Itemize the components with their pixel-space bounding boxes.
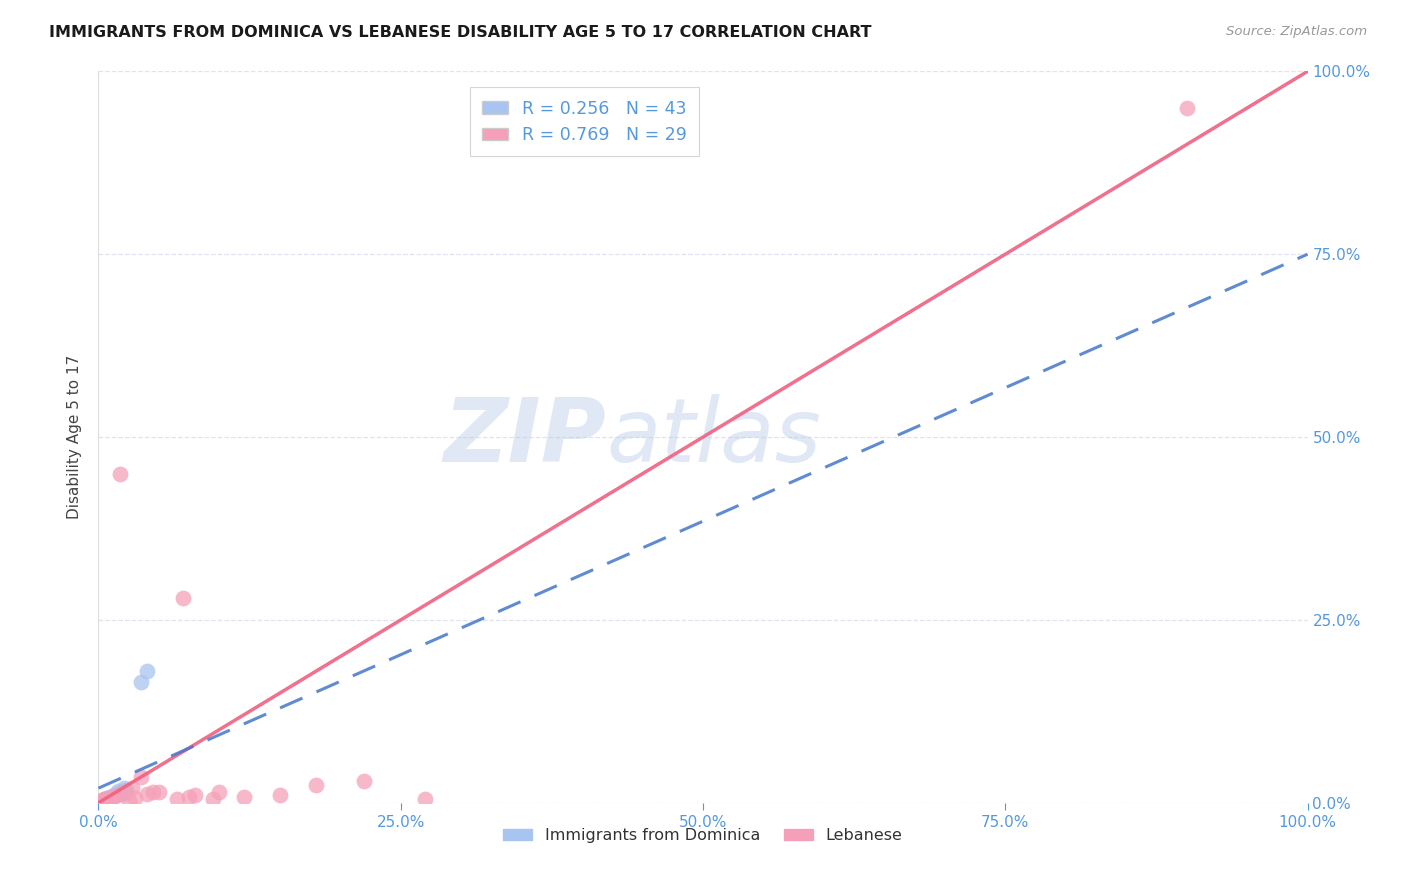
Point [94, 792, 117, 806]
Point [135, 664, 157, 678]
Point [108, 786, 131, 800]
Point [97, 791, 120, 805]
Point [96, 792, 118, 806]
Point [89, 795, 111, 809]
Text: IMMIGRANTS FROM DOMINICA VS LEBANESE DISABILITY AGE 5 TO 17 CORRELATION CHART: IMMIGRANTS FROM DOMINICA VS LEBANESE DIS… [49, 25, 872, 40]
Point [184, 789, 207, 803]
Point [111, 787, 134, 801]
Point [96, 791, 118, 805]
Point [166, 792, 188, 806]
Point [135, 787, 157, 801]
Point [90, 794, 112, 808]
Point [97, 791, 120, 805]
Point [101, 789, 124, 804]
Text: atlas: atlas [606, 394, 821, 480]
Point [105, 789, 128, 803]
Point [90, 794, 112, 808]
Point [91, 794, 114, 808]
Point [91, 794, 114, 808]
Point [93, 792, 115, 806]
Point [111, 785, 134, 799]
Point [98, 790, 121, 805]
Point [105, 789, 128, 803]
Point [97, 791, 120, 805]
Point [1175, 101, 1198, 115]
Point [107, 784, 129, 798]
Text: ZIP: ZIP [443, 393, 606, 481]
Point [91, 794, 114, 808]
Point [115, 782, 138, 797]
Point [121, 781, 143, 796]
Point [89, 795, 111, 809]
Point [94, 792, 117, 806]
Point [353, 773, 375, 788]
Point [98, 790, 121, 805]
Text: Source: ZipAtlas.com: Source: ZipAtlas.com [1226, 25, 1367, 38]
Point [114, 783, 136, 797]
Point [97, 792, 120, 806]
Point [101, 789, 124, 804]
Point [112, 781, 135, 796]
Point [93, 793, 115, 807]
Point [94, 792, 117, 806]
Point [90, 794, 112, 808]
Point [108, 786, 131, 800]
Point [100, 790, 122, 805]
Point [90, 794, 112, 808]
Point [94, 793, 117, 807]
Point [91, 794, 114, 808]
Point [129, 675, 152, 690]
Point [148, 785, 170, 799]
Y-axis label: Disability Age 5 to 17: Disability Age 5 to 17 [67, 355, 83, 519]
Point [104, 788, 127, 802]
Point [100, 789, 122, 804]
Point [172, 591, 194, 605]
Point [305, 778, 328, 792]
Point [179, 789, 201, 804]
Point [108, 467, 131, 481]
Point [91, 794, 114, 808]
Point [93, 792, 115, 806]
Point [269, 789, 291, 803]
Point [118, 794, 141, 808]
Point [111, 785, 134, 799]
Point [100, 789, 122, 804]
Point [413, 792, 436, 806]
Point [98, 790, 121, 805]
Point [103, 789, 125, 803]
Point [96, 791, 118, 805]
Point [142, 785, 165, 799]
Point [232, 789, 254, 804]
Legend: Immigrants from Dominica, Lebanese: Immigrants from Dominica, Lebanese [496, 822, 910, 850]
Point [124, 791, 146, 805]
Point [129, 770, 152, 784]
Point [91, 793, 114, 807]
Point [105, 787, 128, 801]
Point [202, 792, 225, 806]
Point [208, 785, 231, 799]
Point [100, 789, 122, 804]
Point [93, 793, 115, 807]
